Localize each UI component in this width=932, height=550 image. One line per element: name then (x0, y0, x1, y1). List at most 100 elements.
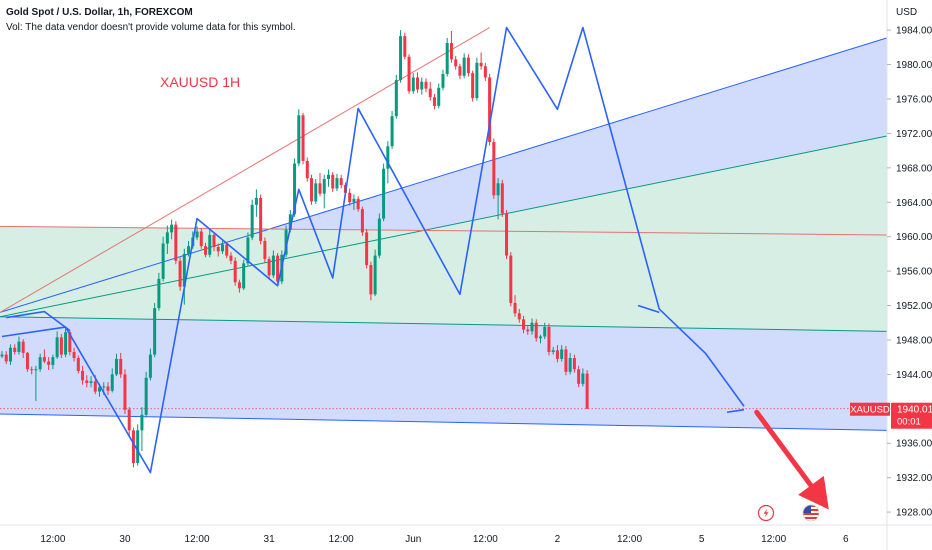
candle (500, 179, 504, 217)
candle-body (318, 183, 322, 194)
channel-top-line (0, 37, 888, 313)
candle (416, 72, 420, 93)
price-tick-label: 1976.00 (896, 94, 932, 105)
candle-body (471, 73, 475, 99)
channel-lower-mid-line (0, 316, 888, 332)
candle-body (55, 337, 59, 358)
candle-body (420, 81, 424, 90)
candle-body (297, 115, 301, 164)
candle (492, 138, 496, 199)
candle (310, 174, 314, 205)
time-tick-label: 12:00 (761, 534, 786, 545)
lightning-icon[interactable] (757, 504, 775, 522)
candle (242, 259, 246, 291)
candle (547, 323, 551, 356)
candle-body (187, 246, 191, 254)
us-flag-icon[interactable] (802, 504, 820, 522)
candle (496, 178, 500, 220)
candle (178, 257, 182, 291)
symbol-tag (850, 402, 890, 416)
candle-body (165, 232, 169, 244)
candle (284, 225, 288, 258)
candle (0, 351, 4, 359)
candle-body (174, 224, 178, 261)
candle (271, 250, 275, 278)
channel-bottom-line (0, 413, 888, 431)
price-tick-label: 1932.00 (896, 473, 932, 484)
candle-body (555, 350, 559, 359)
candle-body (505, 213, 509, 256)
candle (445, 37, 449, 77)
candle (233, 257, 237, 286)
candle-body (445, 43, 449, 75)
candle (81, 365, 85, 385)
zigzag-path (1, 26, 745, 474)
candle-body (220, 244, 224, 252)
candle-body (225, 244, 229, 256)
candle (51, 354, 55, 370)
candle-body (42, 357, 46, 362)
candle (55, 331, 59, 359)
candle-body (543, 327, 547, 337)
candle-body (500, 183, 504, 214)
time-axis-background (0, 525, 932, 550)
candle-body (85, 380, 89, 383)
candle-body (360, 209, 364, 233)
candle (407, 54, 411, 94)
candle (110, 368, 114, 393)
candle (72, 347, 76, 362)
candle-body (568, 358, 572, 372)
candle (13, 344, 17, 355)
candle (399, 30, 403, 83)
candle (254, 189, 258, 217)
candle-body (538, 336, 542, 339)
candle-body (259, 197, 263, 241)
candle-body (199, 231, 203, 247)
candle-body (479, 62, 483, 67)
symbol-tag-label: XAUUSD (850, 405, 890, 416)
candle (165, 225, 169, 254)
candle-body (301, 115, 305, 161)
candle-body (293, 163, 297, 215)
candle (127, 407, 131, 437)
candle (276, 253, 280, 285)
candle (85, 375, 89, 388)
candle (140, 407, 144, 451)
candle (216, 243, 220, 257)
candle (420, 77, 424, 95)
wedge-path (6, 310, 71, 332)
candle-body (72, 352, 76, 359)
candle (331, 172, 335, 192)
time-tick-label: 30 (119, 534, 131, 545)
candle (483, 62, 487, 81)
time-tick-label: 5 (699, 534, 705, 545)
candle-body (462, 57, 466, 76)
candle-body (242, 263, 246, 289)
candle (237, 279, 241, 293)
candle (509, 252, 513, 307)
drawings (1, 26, 829, 510)
candle (220, 240, 224, 254)
candle (89, 376, 93, 388)
candle-body (560, 349, 564, 359)
channel-fill-mid-lower (0, 226, 887, 348)
candle-body (551, 350, 555, 353)
candle-body (212, 234, 216, 248)
candle-body (339, 178, 343, 186)
candle-body (284, 229, 288, 255)
candle-body (437, 87, 441, 106)
candle (373, 249, 377, 297)
candle (568, 352, 572, 375)
candle-body (390, 116, 394, 147)
candle (466, 54, 470, 77)
candle (488, 74, 492, 146)
price-tick-label: 1968.00 (896, 163, 932, 174)
candle-body (30, 369, 34, 371)
candle (229, 252, 233, 265)
candle-body (399, 36, 403, 81)
time-tick-label: 12:00 (617, 534, 642, 545)
candle-body (89, 381, 93, 383)
candle-body (305, 160, 309, 179)
candle-body (352, 198, 356, 203)
